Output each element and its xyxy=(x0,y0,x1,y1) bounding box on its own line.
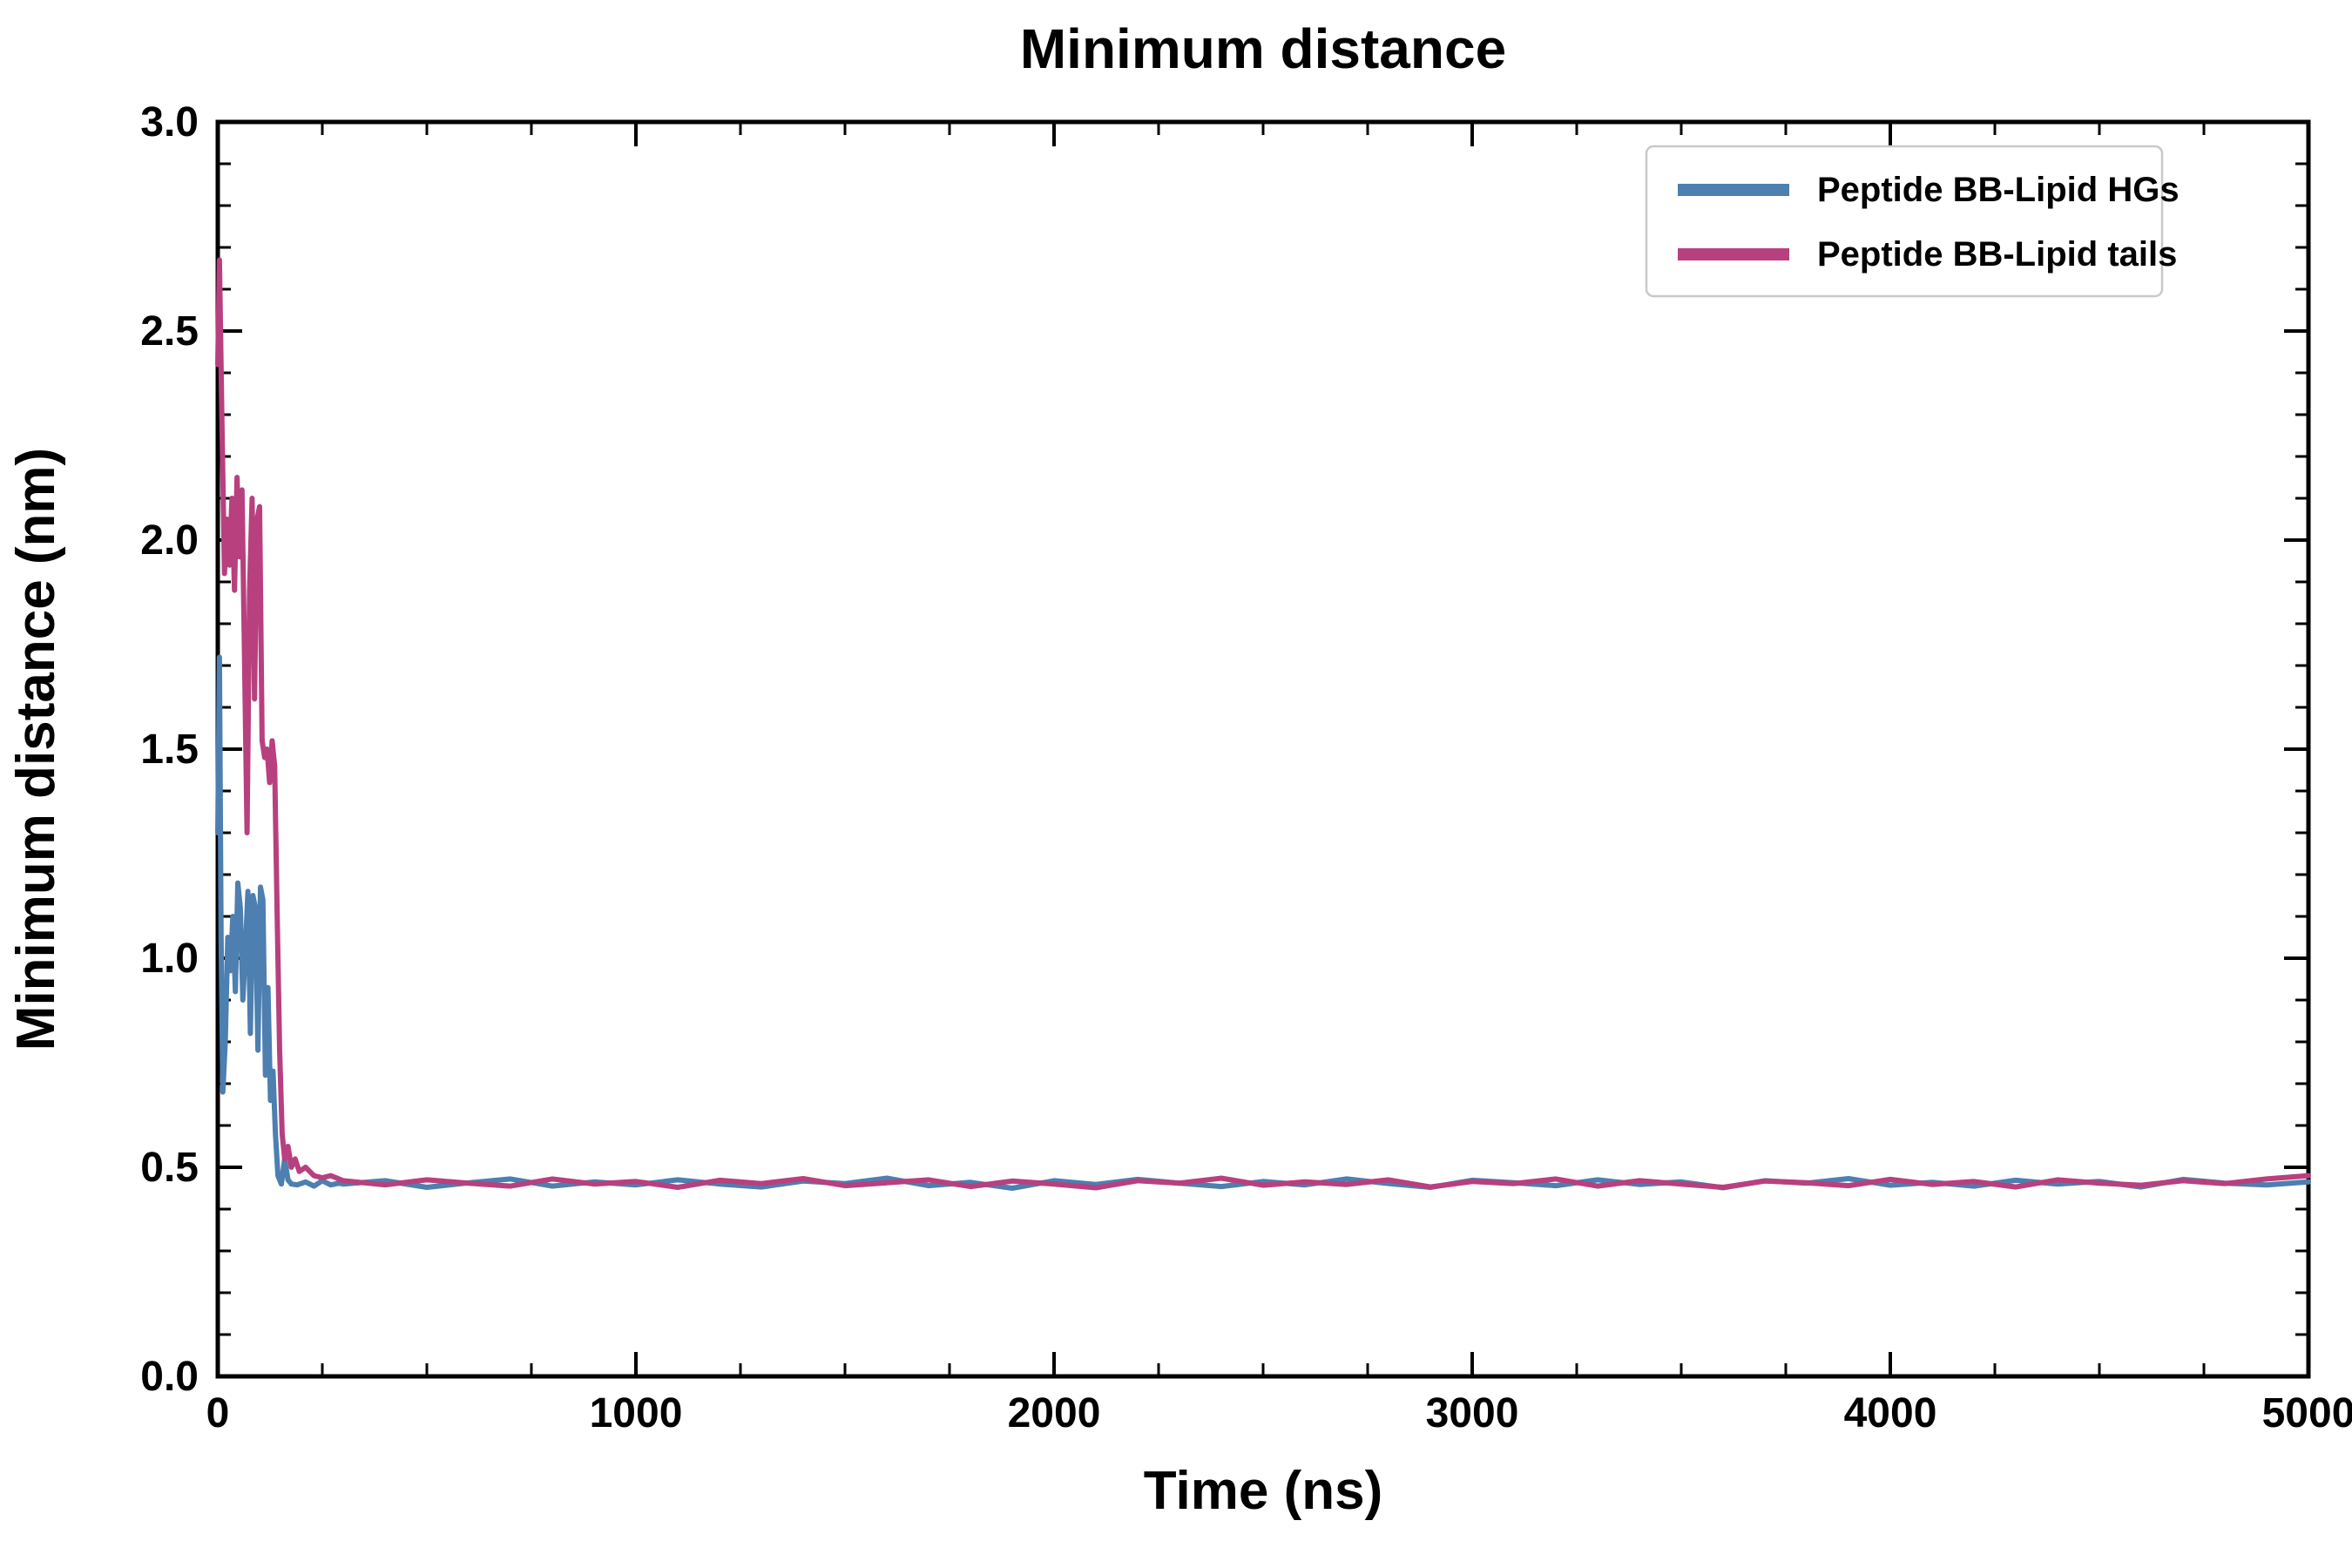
plot-area-frame xyxy=(215,119,2311,1379)
x-tick-label: 5000 xyxy=(2262,1390,2352,1436)
y-tick-label: 1.0 xyxy=(140,936,199,982)
x-axis-label: Time (ns) xyxy=(1144,1461,1382,1521)
y-ticks: 0.0 0.5 1.0 1.5 2.0 2.5 3.0 xyxy=(140,99,2308,1400)
y-tick-label: 3.0 xyxy=(140,99,199,145)
x-tick-label: 0 xyxy=(206,1390,230,1436)
legend-label-tails: Peptide BB-Lipid tails xyxy=(1817,235,2177,274)
legend: Peptide BB-Lipid HGs Peptide BB-Lipid ta… xyxy=(1645,145,2180,298)
y-tick-label: 0.0 xyxy=(140,1354,199,1400)
chart-title: Minimum distance xyxy=(1020,17,1506,80)
y-tick-label: 2.0 xyxy=(140,517,199,564)
legend-box xyxy=(1645,145,2164,298)
x-tick-label: 1000 xyxy=(590,1390,683,1436)
x-tick-label: 4000 xyxy=(1844,1390,1937,1436)
y-axis-label: Minimum distance (nm) xyxy=(6,448,66,1051)
y-tick-label: 1.5 xyxy=(140,727,199,773)
legend-label-hgs: Peptide BB-Lipid HGs xyxy=(1817,171,2180,209)
x-tick-label: 2000 xyxy=(1008,1390,1101,1436)
y-tick-label: 2.5 xyxy=(140,308,199,355)
x-ticks: 0 1000 2000 3000 4000 5000 xyxy=(206,122,2352,1436)
x-tick-label: 3000 xyxy=(1426,1390,1519,1436)
series-lines xyxy=(215,257,2311,1191)
series-line-1 xyxy=(215,257,2311,1191)
y-tick-label: 0.5 xyxy=(140,1145,199,1191)
series-line-0 xyxy=(215,654,2311,1191)
